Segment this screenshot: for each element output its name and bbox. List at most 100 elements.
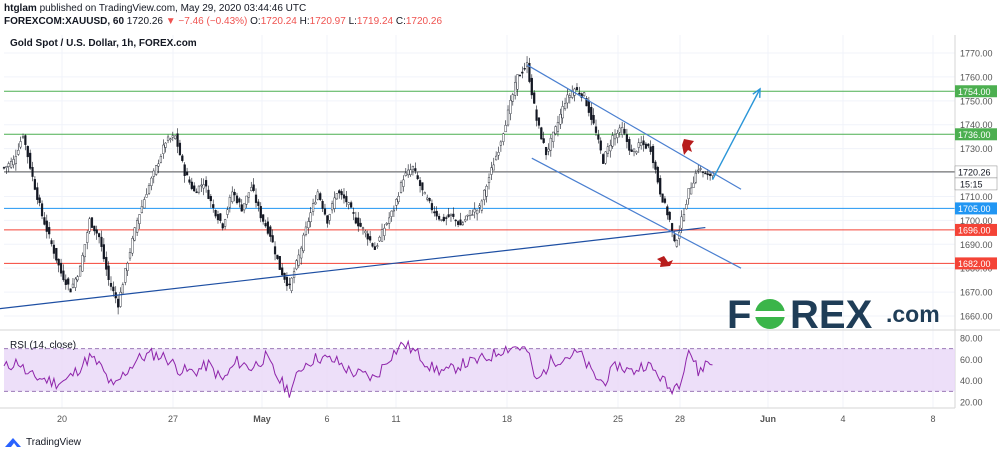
candle-body <box>407 169 410 176</box>
candle-body <box>649 146 652 152</box>
candle-body <box>566 94 569 104</box>
candle-body <box>288 283 291 286</box>
candle-body <box>350 202 353 208</box>
candle-body <box>390 210 393 217</box>
rsi-tick-label: 20.00 <box>960 398 983 408</box>
candle-body <box>542 138 545 143</box>
candle-body <box>136 220 139 233</box>
candle-body <box>266 221 270 234</box>
annotations <box>657 139 694 267</box>
candle-body <box>29 152 32 169</box>
level-label-bg <box>955 257 997 270</box>
candle-body <box>166 136 170 141</box>
level-label: 1705.00 <box>958 204 991 214</box>
price-tick-label: 1770.00 <box>960 49 993 59</box>
candle-body <box>345 195 348 203</box>
candle-body <box>59 262 63 274</box>
price-chart[interactable]: Gold Spot / U.S. Dollar, 1h, FOREX.com 1… <box>0 30 1000 430</box>
candle-body <box>402 179 405 187</box>
candle-body <box>514 82 517 96</box>
candle-body <box>559 114 562 125</box>
candle-body <box>300 247 303 259</box>
candle-body <box>71 283 75 288</box>
candle-body <box>692 182 695 188</box>
candle-body <box>502 133 505 142</box>
candle-body <box>74 278 77 288</box>
candle-body <box>285 277 289 287</box>
candle-body <box>487 177 491 184</box>
candle-body <box>128 252 132 259</box>
candle-body <box>159 156 163 163</box>
candle-body <box>618 127 621 133</box>
candle-body <box>193 185 196 192</box>
candle-body <box>157 163 160 167</box>
candle-body <box>200 184 203 187</box>
symbol-name[interactable]: FOREXCOM:XAUUSD, 60 <box>4 16 125 27</box>
candle-body <box>140 206 143 214</box>
trend-lines <box>0 64 761 310</box>
candle-body <box>433 211 436 214</box>
candle-body <box>616 133 619 138</box>
candle-body <box>354 217 357 224</box>
price-change: ▼ −7.46 (−0.43%) <box>165 16 248 27</box>
countdown-label: 15:15 <box>960 179 983 189</box>
candle-body <box>152 170 155 177</box>
candle-body <box>563 103 567 110</box>
candle-body <box>480 200 483 211</box>
close-value: 1720.26 <box>405 16 443 27</box>
candle-body <box>704 172 707 175</box>
candle-body <box>64 279 67 285</box>
candle-body <box>176 133 179 147</box>
candle-body <box>231 191 234 203</box>
candle-body <box>452 213 455 217</box>
candle-body <box>2 167 6 169</box>
candle-body <box>369 236 372 241</box>
price-tick-label: 1670.00 <box>960 288 993 298</box>
candle-body <box>556 122 560 132</box>
channel-lower-line <box>531 157 742 269</box>
candle-body <box>442 216 445 222</box>
candle-body <box>635 151 638 154</box>
candle-body <box>204 180 208 187</box>
candle-body <box>273 246 277 255</box>
chart-title: Gold Spot / U.S. Dollar, 1h, FOREX.com <box>10 38 197 49</box>
candle-body <box>666 206 669 216</box>
candle-body <box>45 220 48 232</box>
candle-body <box>640 142 643 146</box>
level-label: 1682.00 <box>958 259 991 269</box>
candle-body <box>12 159 15 166</box>
rsi-panel[interactable]: RSI (14, close) 80.00 60.00 40.00 20.00 <box>0 329 1000 408</box>
candle-body <box>621 127 624 135</box>
candle-body <box>509 100 512 114</box>
candle-body <box>323 208 327 215</box>
candle-body <box>423 192 426 195</box>
candle-body <box>651 146 655 164</box>
level-label: 1736.00 <box>958 130 991 140</box>
logo-com: .com <box>886 301 940 327</box>
candle-body <box>523 68 526 70</box>
candle-body <box>661 193 664 203</box>
candle-body <box>95 229 98 234</box>
candle-body <box>492 164 495 171</box>
candle-body <box>461 222 464 226</box>
candle-body <box>361 227 365 229</box>
candle-body <box>430 203 434 211</box>
candle-body <box>525 62 529 67</box>
author-name[interactable]: htglam <box>4 3 37 14</box>
lower-support-trendline <box>0 226 706 310</box>
candle-body <box>552 131 555 142</box>
candle-body <box>97 233 101 238</box>
candle-body <box>14 156 17 165</box>
candle-body <box>311 203 315 212</box>
last-price: 1720.26 <box>126 16 163 27</box>
candle-body <box>499 141 502 146</box>
candle-body <box>364 230 367 234</box>
candle-body <box>338 190 341 194</box>
candle-body <box>216 214 220 221</box>
red-arrow-bottom-icon <box>657 256 673 267</box>
tradingview-footer[interactable]: TradingView <box>4 433 81 451</box>
candle-body <box>38 197 41 203</box>
horizontal-levels <box>4 90 955 264</box>
candle-body <box>561 106 564 119</box>
close-label: C: <box>395 16 406 27</box>
